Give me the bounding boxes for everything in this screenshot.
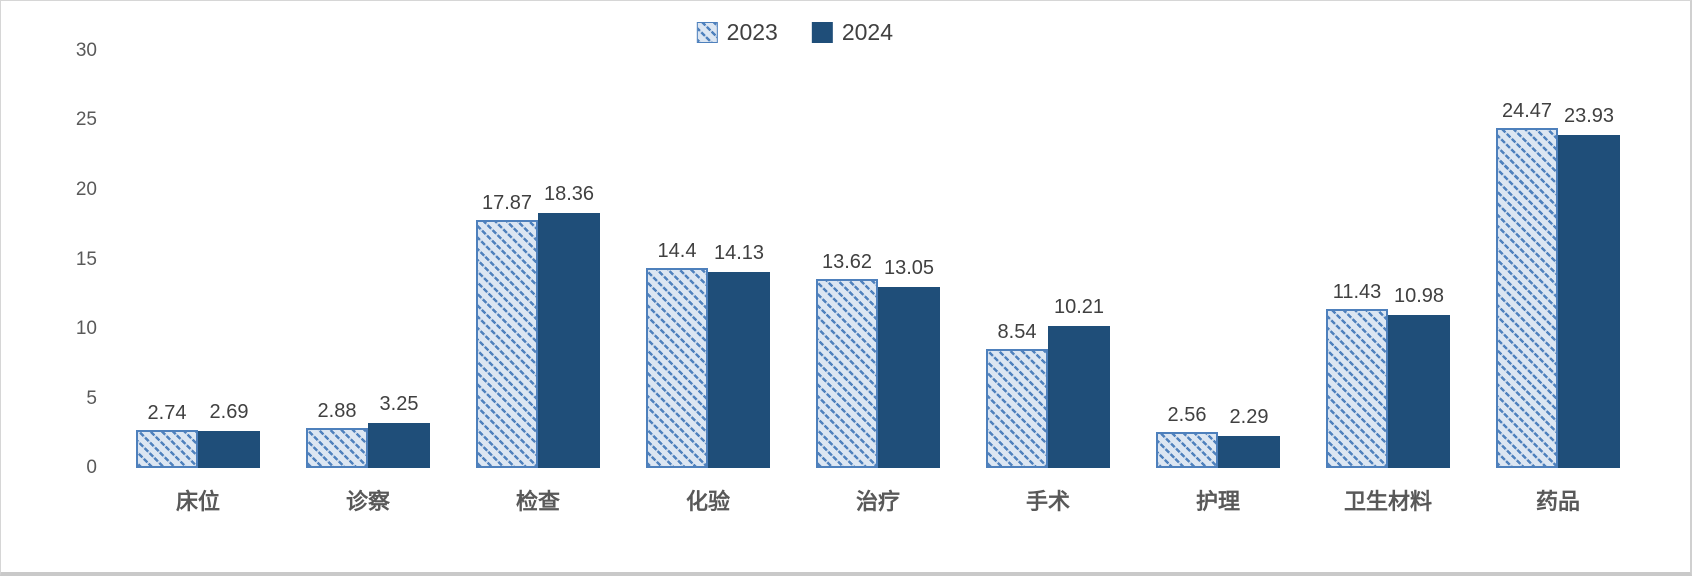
y-tick-label-30: 30 — [75, 40, 97, 61]
category-label-8: 药品 — [1535, 489, 1581, 514]
value-label-2023-6: 2.56 — [1167, 404, 1207, 427]
y-tick-label-0: 0 — [86, 457, 97, 478]
category-label-7: 卫生材料 — [1343, 489, 1433, 514]
bar-2024-5: 10.21 — [1048, 296, 1110, 468]
bar-2024-7: 10.98 — [1388, 285, 1450, 468]
legend-label-2023: 2023 — [726, 19, 778, 45]
bar-2024-0: 2.69 — [198, 401, 260, 468]
legend-item-2023: 2023 — [696, 19, 778, 46]
category-label-6: 护理 — [1195, 489, 1241, 514]
bar-group-5: 8.54 10.21 手术 — [963, 51, 1133, 514]
category-label-3: 化验 — [685, 489, 731, 514]
value-label-2023-4: 13.62 — [821, 250, 873, 273]
y-tick-label-10: 10 — [75, 317, 97, 339]
bar-2024-1: 3.25 — [368, 393, 430, 468]
bar-2023-3: 14.4 — [646, 240, 708, 468]
bar-2024-8: 23.93 — [1558, 105, 1620, 468]
y-tick-label-5: 5 — [86, 387, 97, 409]
value-label-2023-5: 8.54 — [997, 321, 1037, 344]
bar-group-3: 14.4 14.13 化验 — [623, 51, 793, 514]
legend-item-2024: 2024 — [811, 19, 893, 46]
value-label-2024-4: 13.05 — [883, 256, 935, 279]
bar-2023-5: 8.54 — [986, 321, 1048, 468]
value-label-2024-3: 14.13 — [713, 241, 765, 264]
category-label-5: 手术 — [1025, 489, 1071, 514]
value-label-2024-7: 10.98 — [1393, 285, 1445, 308]
bar-2024-3: 14.13 — [708, 242, 770, 468]
category-label-1: 诊察 — [345, 489, 391, 514]
bar-2024-4: 13.05 — [878, 257, 940, 468]
y-axis: 0 5 10 15 20 25 30 — [37, 40, 97, 478]
bar-2023-4: 13.62 — [816, 251, 878, 468]
y-tick-label-25: 25 — [75, 109, 97, 131]
bar-group-8: 24.47 23.93 药品 — [1473, 51, 1643, 514]
value-label-2024-2: 18.36 — [543, 182, 595, 205]
value-label-2024-8: 23.93 — [1563, 105, 1615, 128]
value-label-2023-8: 24.47 — [1501, 99, 1553, 122]
bar-group-1: 2.88 3.25 诊察 — [283, 51, 453, 514]
plot-area: 2.74 2.69 床位 2.88 3.25 诊察 17.87 18.36 检查 14.4 14.1… — [113, 51, 1643, 514]
legend-label-2024: 2024 — [841, 19, 893, 45]
bar-group-7: 11.43 10.98 卫生材料 — [1303, 51, 1473, 514]
bar-2023-1: 2.88 — [306, 400, 368, 468]
bar-group-2: 17.87 18.36 检查 — [453, 51, 623, 514]
bar-2024-2: 18.36 — [538, 183, 600, 468]
value-label-2023-0: 2.74 — [147, 401, 187, 424]
value-label-2023-1: 2.88 — [317, 399, 357, 422]
bar-group-0: 2.74 2.69 床位 — [113, 51, 283, 514]
bar-2023-2: 17.87 — [476, 192, 538, 468]
category-label-0: 床位 — [175, 489, 221, 514]
category-label-2: 检查 — [515, 489, 561, 514]
value-label-2024-0: 2.69 — [209, 400, 249, 423]
bar-group-6: 2.56 2.29 护理 — [1133, 51, 1303, 514]
value-label-2023-7: 11.43 — [1332, 281, 1382, 304]
y-tick-label-15: 15 — [75, 248, 97, 270]
legend-swatch-2024-icon — [811, 22, 833, 43]
category-label-4: 治疗 — [855, 489, 901, 514]
value-label-2023-2: 17.87 — [481, 191, 533, 214]
value-label-2023-3: 14.4 — [657, 239, 697, 262]
y-tick-label-20: 20 — [75, 178, 97, 200]
value-label-2024-5: 10.21 — [1053, 296, 1105, 319]
bar-2023-7: 11.43 — [1326, 281, 1388, 468]
bar-group-4: 13.62 13.05 治疗 — [793, 51, 963, 514]
value-label-2024-6: 2.29 — [1229, 406, 1269, 429]
legend-swatch-2023-icon — [696, 22, 718, 43]
bar-2024-6: 2.29 — [1218, 406, 1280, 468]
bar-2023-0: 2.74 — [136, 402, 198, 468]
bar-2023-6: 2.56 — [1156, 404, 1218, 468]
legend: 2023 2024 — [696, 19, 893, 46]
value-label-2024-1: 3.25 — [379, 392, 419, 415]
bar-2023-8: 24.47 — [1496, 100, 1558, 468]
